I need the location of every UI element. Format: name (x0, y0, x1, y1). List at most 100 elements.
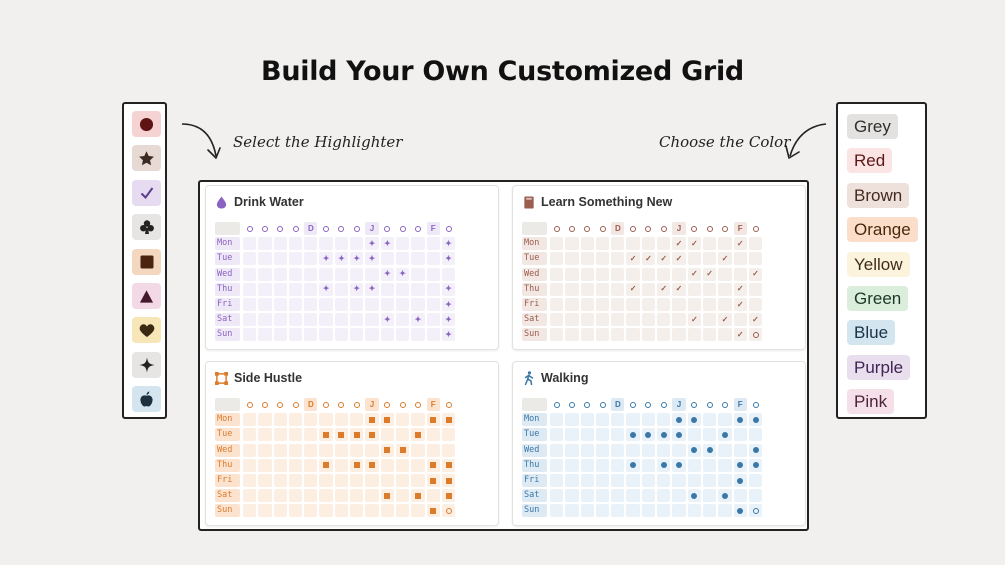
grid-cell[interactable] (319, 428, 333, 442)
grid-cell[interactable]: ✓ (733, 328, 747, 342)
grid-cell[interactable] (304, 267, 318, 281)
grid-cell[interactable] (304, 328, 318, 342)
grid-cell[interactable] (595, 298, 610, 312)
grid-cell[interactable] (319, 489, 333, 503)
grid-cell[interactable]: ✓ (733, 237, 747, 251)
grid-cell[interactable] (580, 428, 594, 442)
grid-cell[interactable] (426, 458, 440, 472)
grid-cell[interactable] (550, 504, 564, 518)
grid-cell[interactable] (611, 489, 625, 503)
grid-cell[interactable] (748, 489, 763, 503)
grid-cell[interactable] (411, 267, 425, 281)
grid-cell[interactable] (595, 489, 610, 503)
grid-cell[interactable] (258, 489, 272, 503)
grid-cell[interactable] (319, 413, 333, 427)
grid-cell[interactable] (243, 282, 257, 296)
grid-cell[interactable] (288, 489, 303, 503)
grid-cell[interactable] (426, 298, 440, 312)
grid-cell[interactable] (702, 443, 717, 457)
grid-cell[interactable] (657, 504, 671, 518)
grid-cell[interactable] (411, 237, 425, 251)
grid-cell[interactable] (565, 428, 579, 442)
grid-cell[interactable] (258, 267, 272, 281)
grid-cell[interactable] (365, 328, 379, 342)
grid-cell[interactable]: ✦ (350, 282, 364, 296)
grid-cell[interactable] (365, 504, 379, 518)
grid-cell[interactable]: ✓ (672, 252, 686, 266)
grid-cell[interactable] (319, 267, 333, 281)
grid-cell[interactable] (733, 504, 747, 518)
grid-cell[interactable] (718, 267, 732, 281)
grid-cell[interactable] (641, 428, 656, 442)
grid-cell[interactable] (672, 489, 686, 503)
grid-cell[interactable]: ✓ (626, 282, 640, 296)
grid-cell[interactable] (288, 267, 303, 281)
grid-cell[interactable] (565, 413, 579, 427)
grid-cell[interactable] (365, 428, 379, 442)
grid-cell[interactable] (580, 458, 594, 472)
grid-cell[interactable] (395, 474, 410, 488)
grid-cell[interactable] (350, 413, 364, 427)
grid-cell[interactable] (258, 298, 272, 312)
grid-cell[interactable] (258, 458, 272, 472)
grid-cell[interactable] (273, 298, 287, 312)
grid-cell[interactable] (350, 328, 364, 342)
grid-cell[interactable] (641, 267, 656, 281)
grid-cell[interactable] (672, 458, 686, 472)
grid-cell[interactable] (611, 267, 625, 281)
grid-cell[interactable] (580, 237, 594, 251)
grid-cell[interactable] (702, 252, 717, 266)
grid-cell[interactable]: ✦ (380, 267, 394, 281)
grid-cell[interactable] (733, 313, 747, 327)
grid-cell[interactable]: ✓ (657, 252, 671, 266)
grid-cell[interactable] (380, 298, 394, 312)
grid-cell[interactable]: ✦ (441, 298, 456, 312)
grid-cell[interactable] (718, 474, 732, 488)
grid-cell[interactable] (380, 413, 394, 427)
grid-cell[interactable] (273, 474, 287, 488)
grid-cell[interactable] (273, 504, 287, 518)
grid-cell[interactable] (748, 428, 763, 442)
grid-cell[interactable] (273, 443, 287, 457)
color-orange-option[interactable]: Orange (847, 217, 918, 243)
grid-cell[interactable] (273, 237, 287, 251)
grid-cell[interactable] (258, 237, 272, 251)
grid-cell[interactable] (288, 298, 303, 312)
grid-cell[interactable] (565, 504, 579, 518)
grid-cell[interactable] (687, 298, 701, 312)
grid-cell[interactable] (334, 267, 349, 281)
grid-cell[interactable] (426, 267, 440, 281)
highlighter-club-button[interactable] (132, 214, 161, 241)
grid-cell[interactable]: ✦ (441, 252, 456, 266)
grid-cell[interactable] (748, 237, 763, 251)
grid-cell[interactable] (687, 504, 701, 518)
grid-cell[interactable] (411, 443, 425, 457)
highlighter-triangle-button[interactable] (132, 283, 161, 309)
grid-cell[interactable] (611, 298, 625, 312)
color-purple-option[interactable]: Purple (847, 354, 911, 380)
color-yellow-option[interactable]: Yellow (847, 251, 910, 277)
grid-cell[interactable]: ✦ (411, 313, 425, 327)
grid-cell[interactable]: ✦ (441, 328, 456, 342)
grid-cell[interactable] (319, 313, 333, 327)
grid-cell[interactable] (288, 413, 303, 427)
grid-cell[interactable] (334, 428, 349, 442)
grid-cell[interactable] (243, 237, 257, 251)
grid-cell[interactable] (426, 443, 440, 457)
grid-cell[interactable] (365, 458, 379, 472)
grid-cell[interactable] (672, 313, 686, 327)
grid-cell[interactable] (565, 443, 579, 457)
grid-cell[interactable]: ✓ (733, 298, 747, 312)
grid-cell[interactable] (395, 313, 410, 327)
grid-cell[interactable] (334, 237, 349, 251)
grid-cell[interactable] (273, 313, 287, 327)
grid-cell[interactable] (273, 328, 287, 342)
grid-cell[interactable] (702, 282, 717, 296)
grid-cell[interactable] (687, 443, 701, 457)
grid-cell[interactable] (319, 237, 333, 251)
grid-cell[interactable] (365, 298, 379, 312)
grid-cell[interactable] (733, 413, 747, 427)
grid-cell[interactable]: ✦ (350, 252, 364, 266)
grid-cell[interactable] (611, 443, 625, 457)
grid-cell[interactable] (718, 237, 732, 251)
